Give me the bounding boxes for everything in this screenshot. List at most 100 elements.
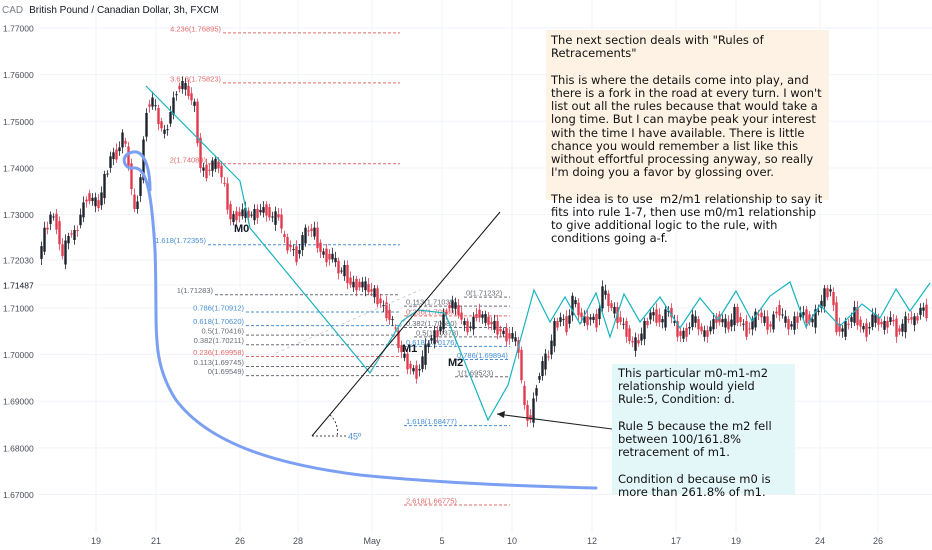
candle-body [610,303,613,308]
candle-body [772,314,775,330]
candle-body [730,319,733,327]
highlight-swoosh [122,150,598,490]
candle-body [373,288,376,298]
candle-body [418,369,421,371]
pointer-arrow [496,413,613,430]
candle-body [85,199,88,202]
candle-body [883,320,886,330]
candle-body [736,306,739,323]
candle-body [487,316,490,325]
candle-body [898,328,901,332]
candle-body [658,314,661,323]
candle-body [286,236,289,251]
candle-body [607,293,610,307]
candle-body [73,229,76,241]
candle-body [289,244,292,248]
candle-body [319,242,322,252]
fib-label: 0.113(1.69745) [194,358,245,367]
candle-body [52,216,55,218]
candle-body [196,101,199,144]
candle-body [472,316,475,330]
candle-body [433,330,436,344]
fib-label: 4.236(1.76895) [170,24,221,33]
candle-body [694,316,697,323]
candle-body [466,320,469,333]
candle-body [40,246,43,259]
fib-label: 0.382(1.70580) [406,319,457,328]
annotation-label: 45º [348,431,362,441]
candle-body [628,328,631,342]
candle-body [529,415,532,420]
time-axis: 19 21 26 28 May 5 10 12 17 19 24 26 [0,532,932,550]
fib-levels: 4.236(1.76895) 3.618(1.75823) 2(1.74089) 1.… [155,24,510,506]
candle-body [892,320,895,322]
x-tick-label: 12 [587,536,597,546]
candle-body [46,227,49,230]
y-tick-label: 1.73000 [3,210,34,220]
y-tick-label: 1.77000 [3,24,34,34]
y-tick-label: 1.75000 [3,117,34,127]
candle-body [598,308,601,320]
y-tick-label: 1.71000 [3,303,34,313]
candle-body [754,311,757,328]
candle-body [322,251,325,255]
candle-body [760,312,763,318]
candle-body [79,214,82,226]
candle-body [400,345,403,353]
candle-body [721,319,724,323]
candle-body [808,314,811,323]
x-tick-label: 21 [151,536,161,546]
x-tick-label: 19 [731,536,741,546]
candle-body [430,338,433,341]
candle-body [328,253,331,260]
candle-body [652,312,655,316]
candle-body [250,214,253,216]
candle-body [256,209,259,218]
candle-body [307,230,310,232]
candle-body [904,316,907,333]
candle-body [265,204,268,216]
candle-body [661,319,664,323]
last-price-text: 1.71487 [3,281,34,291]
candle-body [193,101,196,106]
candle-body [403,353,406,358]
candle-body [391,319,394,321]
candle-body [685,327,688,337]
candle-body [103,174,106,199]
candle-body [646,320,649,326]
candle-body [70,233,73,235]
candle-body [43,227,46,252]
candle-body [538,376,541,380]
candle-body [457,305,460,316]
candle-body [481,314,484,318]
candle-body [268,207,271,218]
candle-body [595,313,598,328]
candle-body [550,340,553,355]
candle-body [619,317,622,322]
candle-body [856,306,859,326]
candle-body [805,309,808,323]
candle-body [178,85,181,90]
x-tick-label: 26 [235,536,245,546]
time-axis-bg [0,532,932,550]
candle-body [382,305,385,307]
candle-body [868,327,871,329]
candle-body [571,295,574,316]
candle-body [220,165,223,178]
candle-body [223,182,226,184]
candle-body [370,289,373,292]
candle-body [283,234,286,237]
candle-body [346,264,349,284]
candle-body [364,281,367,291]
candle-body [211,160,214,171]
x-tick-label: May [363,536,381,546]
candle-body [580,312,583,318]
candle-body [841,328,844,332]
candle-body [301,235,304,251]
candle-body [688,327,691,329]
candle-body [238,211,241,217]
candle-body [622,323,625,325]
candle-body [496,320,499,335]
candle-body [187,85,190,97]
